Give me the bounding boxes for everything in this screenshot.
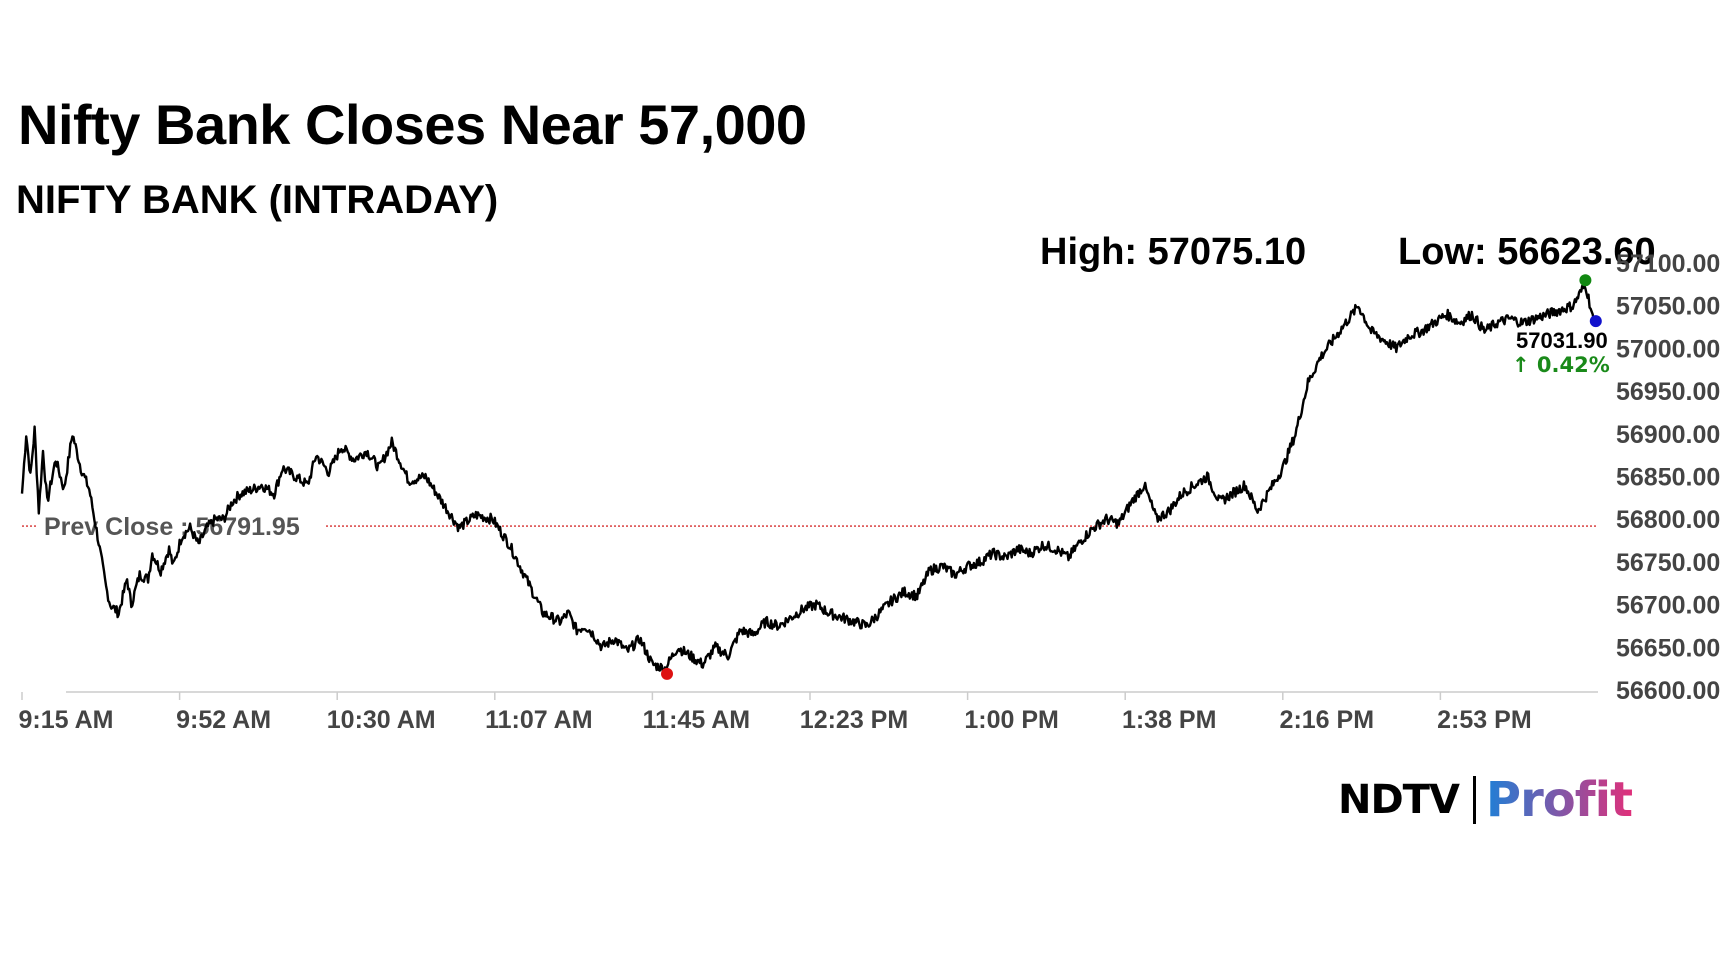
low-label: Low: 56623.60: [1398, 231, 1656, 273]
price-line: [20, 284, 1595, 675]
high-marker: [1579, 274, 1592, 287]
low-marker: [661, 667, 674, 680]
y-tick-label: 56650.00: [1616, 634, 1720, 662]
x-tick-label: 11:45 AM: [643, 706, 750, 734]
x-axis: 9:15 AM 9:52 AM 10:30 AM 11:07 AM 11:45 AM 12…: [19, 691, 1598, 734]
y-tick-label: 56700.00: [1616, 592, 1720, 620]
chart-title: NIFTY BANK (INTRADAY): [16, 178, 499, 222]
change-percent-label: ↑ 0.42%: [1512, 353, 1610, 377]
y-axis: 56600.00 56650.00 56700.00 56750.00 56800.00…: [1616, 250, 1720, 705]
logo-ndtv: NDTV: [1338, 777, 1460, 823]
y-tick-label: 57050.00: [1616, 293, 1720, 321]
x-tick-label: 1:38 PM: [1122, 706, 1216, 734]
y-tick-label: 56950.00: [1616, 378, 1720, 406]
headline: Nifty Bank Closes Near 57,000: [18, 93, 807, 156]
prev-close-group: Prev Close : 56791.95: [22, 512, 1598, 541]
ndtv-profit-logo: NDTV Profit: [1338, 772, 1633, 828]
x-tick-label: 2:16 PM: [1280, 706, 1374, 734]
x-tick-label: 9:15 AM: [19, 706, 114, 734]
x-tick-label: 11:07 AM: [485, 706, 592, 734]
y-tick-label: 56600.00: [1616, 677, 1720, 705]
x-tick-label: 12:23 PM: [800, 706, 908, 734]
logo-profit: Profit: [1485, 772, 1633, 828]
x-tick-label: 10:30 AM: [327, 706, 436, 734]
y-tick-label: 57000.00: [1616, 335, 1720, 363]
y-tick-label: 57100.00: [1616, 250, 1720, 278]
high-label: High: 57075.10: [1040, 231, 1307, 273]
y-tick-label: 56750.00: [1616, 549, 1720, 577]
x-tick-label: 2:53 PM: [1437, 706, 1531, 734]
x-tick-label: 1:00 PM: [964, 706, 1058, 734]
prev-close-label: Prev Close : 56791.95: [44, 513, 300, 541]
x-tick-label: 9:52 AM: [176, 706, 271, 734]
prev-close-label-bg: [36, 512, 326, 541]
y-tick-label: 56850.00: [1616, 464, 1720, 492]
last-marker: [1589, 315, 1602, 328]
y-tick-label: 56900.00: [1616, 421, 1720, 449]
logo-divider: [1472, 776, 1476, 824]
y-tick-label: 56800.00: [1616, 506, 1720, 534]
last-price-label: 57031.90: [1516, 328, 1608, 353]
